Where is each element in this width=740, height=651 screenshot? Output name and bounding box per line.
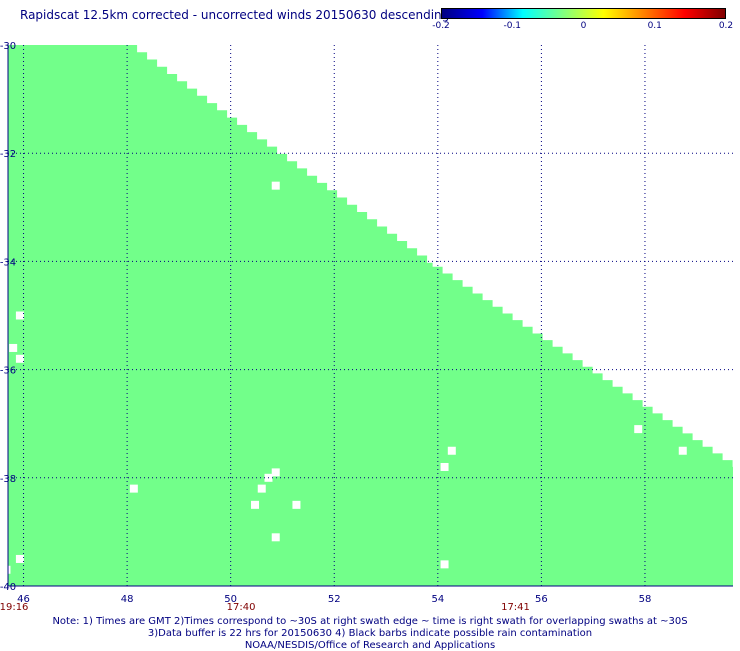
y-tick-label: -30: [0, 41, 16, 52]
colorbar: [441, 8, 726, 19]
missing-data-cell: [440, 560, 449, 569]
missing-data-cell: [271, 533, 280, 542]
missing-data-cell: [678, 446, 687, 455]
y-tick-label: -32: [0, 149, 16, 160]
missing-data-cell: [271, 468, 280, 477]
grid-layer: [8, 45, 733, 586]
swath-time-label: 19:16: [0, 602, 28, 613]
colorbar-tick: 0.2: [718, 21, 734, 31]
swath-time-label: 17:41: [501, 602, 530, 613]
missing-data-cell: [129, 484, 138, 493]
missing-data-layer: [2, 181, 687, 574]
missing-data-cell: [257, 484, 266, 493]
x-tick-label: 48: [121, 594, 134, 605]
x-tick-label: 58: [639, 594, 652, 605]
y-tick-label: -40: [0, 582, 16, 593]
x-tick-label: 50: [224, 594, 237, 605]
chart-title: Rapidscat 12.5km corrected - uncorrected…: [20, 8, 450, 22]
note-line-1: Note: 1) Times are GMT 2)Times correspon…: [52, 616, 688, 627]
y-tick-label: -38: [0, 474, 16, 485]
x-tick-label: 54: [431, 594, 444, 605]
missing-data-cell: [2, 565, 11, 574]
wind-difference-swath: [8, 45, 733, 586]
missing-data-cell: [634, 425, 643, 434]
missing-data-cell: [447, 446, 456, 455]
x-tick-label: 52: [328, 594, 341, 605]
x-tick-label: 56: [535, 594, 548, 605]
swath-time-label: 17:40: [227, 602, 256, 613]
colorbar-tick: 0.1: [647, 21, 662, 31]
y-tick-label: -36: [0, 366, 16, 377]
colorbar-tick: -0.2: [432, 21, 450, 31]
x-tick-label: 46: [17, 594, 30, 605]
tick-labels: 46 48 50 52 54 56 58 -30 -32 -34 -36 -38 -40 19:16 17:…: [0, 41, 651, 613]
colorbar-tick: -0.1: [503, 21, 522, 31]
note-line-3: NOAA/NESDIS/Office of Research and Appli…: [244, 640, 496, 651]
y-tick-label: -34: [0, 257, 16, 268]
missing-data-cell: [271, 181, 280, 190]
note-line-2: 3)Data buffer is 22 hrs for 20150630 4) …: [147, 628, 593, 639]
missing-data-cell: [292, 500, 301, 509]
swath-layer: [8, 45, 733, 586]
plot-frame: [7, 45, 733, 587]
missing-data-cell: [15, 354, 24, 363]
missing-data-cell: [15, 554, 24, 563]
colorbar-tick: 0: [580, 21, 587, 31]
missing-data-cell: [440, 462, 449, 471]
missing-data-cell: [15, 311, 24, 320]
missing-data-cell: [9, 343, 18, 352]
missing-data-cell: [251, 500, 260, 509]
